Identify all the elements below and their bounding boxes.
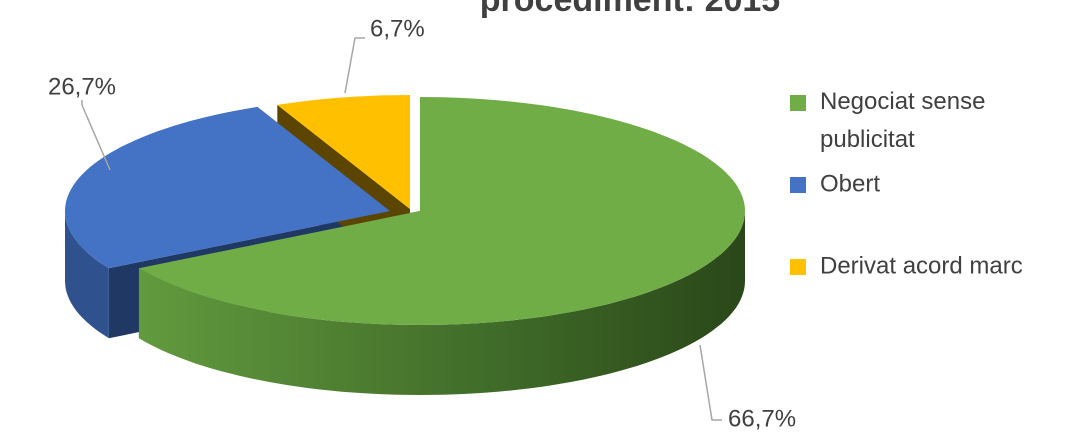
- legend-line: Negociat sense: [820, 88, 985, 115]
- legend-label: Negociat sense publicitat: [820, 88, 985, 153]
- slice-side: [65, 211, 109, 339]
- slice: [65, 106, 390, 269]
- leader-line: [699, 344, 722, 421]
- legend-label: Derivat acord marc: [820, 252, 1023, 279]
- chart-title: procediment: 2015: [480, 0, 780, 19]
- slice-side: [138, 211, 745, 395]
- data-label: 66,7%: [728, 405, 796, 432]
- leader-line: [81, 100, 111, 171]
- legend-line: publicitat: [820, 126, 915, 153]
- slice: [277, 95, 410, 209]
- legend-swatch: [790, 177, 806, 193]
- leader-line: [344, 37, 365, 94]
- data-label: 26,7%: [48, 73, 116, 100]
- data-label: 6,7%: [370, 15, 425, 42]
- slice: [138, 97, 745, 325]
- legend-swatch: [790, 259, 806, 275]
- legend-label: Obert: [820, 170, 880, 197]
- legend-swatch: [790, 95, 806, 111]
